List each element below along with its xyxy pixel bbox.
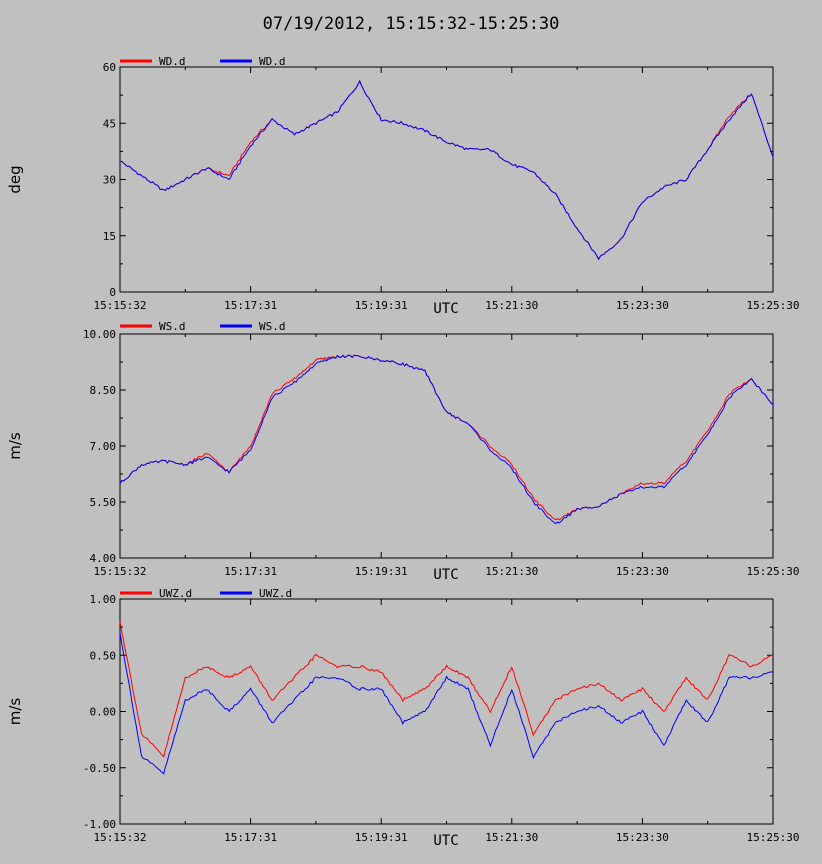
x-tick-label: 15:21:30 [485,831,538,844]
x-tick-label: 15:25:30 [747,565,800,578]
y-tick-label: 0 [109,286,116,299]
series-line-uwz-d-blue [119,632,774,775]
chart-panel-3: -1.00 -0.50 0.00 0.50 1.00 15:15:32 15:17:31 15… [6,587,799,849]
legend-label: WS.d [259,320,286,333]
legend-label: UWZ.d [259,587,292,600]
y-tick-label: 0.50 [90,649,117,662]
x-tick-label: 15:17:31 [224,831,277,844]
x-tick-label: 15:15:32 [94,831,147,844]
y-tick-label: 1.00 [90,593,117,606]
x-tick-label: 15:21:30 [485,299,538,312]
y-tick-label: 0.00 [90,706,117,719]
plot-frame [119,598,774,825]
chart-title: 07/19/2012, 15:15:32-15:25:30 [262,14,560,34]
x-tick-label: 15:15:32 [94,299,147,312]
series-line-uwz-d-red [119,621,774,758]
x-tick-label: 15:23:30 [616,565,669,578]
y-tick-label: -1.00 [83,818,116,831]
y-tick-label: 7.00 [90,440,117,453]
y-axis-label: m/s [6,698,24,726]
legend-label: WD.d [159,55,186,68]
x-tick-label: 15:19:31 [355,831,408,844]
y-axis-label: m/s [6,432,24,460]
x-axis-label: UTC [433,301,458,317]
legend-label: UWZ.d [159,587,192,600]
y-tick-label: 10.00 [83,328,116,341]
series-line-wd-d-red [119,79,774,261]
y-tick-label: -0.50 [83,762,116,775]
chart-panel-1: 0 15 30 45 60 15:15:32 15:17:31 15:19:31 15:21:3… [6,55,799,317]
chart-panel-2: 4.00 5.50 7.00 8.50 10.00 15:15:32 15:17:31 15:… [6,320,799,583]
y-tick-label: 15 [103,230,116,243]
x-tick-label: 15:19:31 [355,565,408,578]
y-tick-label: 30 [103,174,116,187]
series-line-ws-d-blue [119,354,774,525]
x-tick-label: 15:15:32 [94,565,147,578]
series-line-ws-d-red [119,354,774,521]
x-tick-label: 15:23:30 [616,299,669,312]
plot-frame [119,333,774,559]
y-tick-label: 4.00 [90,552,117,565]
x-tick-label: 15:21:30 [485,565,538,578]
series-line-wd-d-blue [119,79,774,261]
y-tick-label: 5.50 [90,496,117,509]
y-tick-label: 8.50 [90,384,117,397]
legend-label: WS.d [159,320,186,333]
y-tick-label: 60 [103,61,116,74]
x-tick-label: 15:19:31 [355,299,408,312]
legend-label: WD.d [259,55,286,68]
y-tick-label: 45 [103,117,116,130]
x-axis-label: UTC [433,567,458,583]
x-tick-label: 15:17:31 [224,299,277,312]
plot-frame [119,66,774,293]
x-tick-label: 15:17:31 [224,565,277,578]
x-tick-label: 15:25:30 [747,299,800,312]
x-tick-label: 15:25:30 [747,831,800,844]
x-axis-label: UTC [433,833,458,849]
x-tick-label: 15:23:30 [616,831,669,844]
y-axis-label: deg [6,165,24,193]
